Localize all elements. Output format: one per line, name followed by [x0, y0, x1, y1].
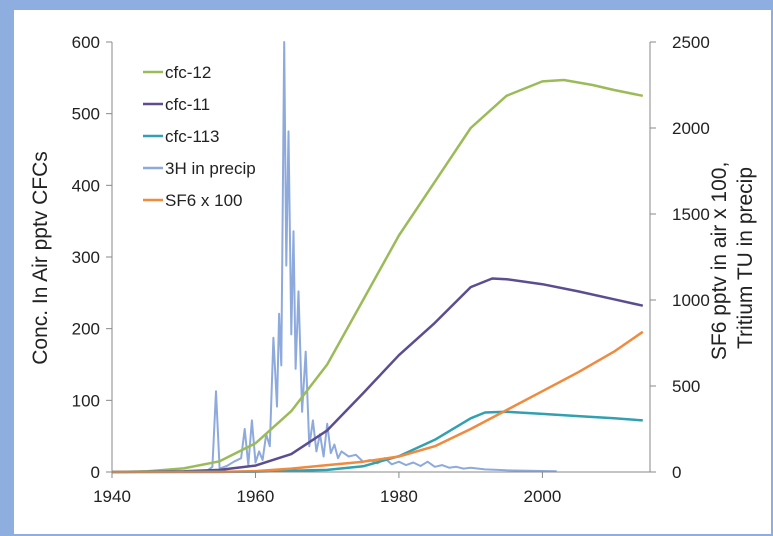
- series-line-cfc-12: [111, 78, 644, 474]
- legend-label-cfc-113: cfc-113: [165, 127, 220, 146]
- y-right-tick-label: 0: [672, 463, 681, 482]
- y-left-tick-label: 0: [91, 463, 100, 482]
- legend-label-cfc-12: cfc-12: [165, 63, 211, 82]
- y-right-tick-label: 1000: [672, 291, 710, 310]
- series-line-3h-in-precip: [112, 41, 557, 473]
- series-line-cfc-11: [111, 277, 644, 474]
- y-left-tick-label: 100: [72, 391, 100, 410]
- y-right-tick-label: 2500: [672, 33, 710, 52]
- y-left-tick-label: 500: [72, 105, 100, 124]
- legend-label-sf6-x-100: SF6 x 100: [165, 191, 243, 210]
- y-left-tick-label: 400: [72, 176, 100, 195]
- chart-frame: [14, 10, 771, 534]
- y-left-tick-label: 200: [72, 320, 100, 339]
- y-axis-right-title: SF6 pptv in air x 100, Tritium TU in pre…: [708, 156, 757, 360]
- series-line-sf6-x-100: [112, 330, 644, 474]
- y-axis-left-title: Conc. In Air pptv CFCs: [29, 151, 52, 365]
- y-right-tick-label: 500: [672, 377, 700, 396]
- x-tick-label: 1940: [93, 487, 131, 506]
- legend-label-cfc-11: cfc-11: [165, 95, 210, 114]
- x-tick-label: 1980: [380, 487, 418, 506]
- y-right-tick-label: 2000: [672, 119, 710, 138]
- y-right-tick-label: 1500: [672, 205, 710, 224]
- y-left-tick-label: 300: [72, 248, 100, 267]
- axes: 0 100 200 300 400 500 600 0 500 1000 1500 2000 2500 1…: [72, 33, 710, 506]
- plot-area: [111, 41, 644, 474]
- series-line-cfc-113: [111, 410, 643, 474]
- y-left-tick-label: 600: [72, 33, 100, 52]
- x-tick-label: 2000: [523, 487, 561, 506]
- y-axis-right-title-line-1: SF6 pptv in air x 100,: [708, 162, 731, 360]
- y-axis-right-title-line-2: Tritium TU in precip: [734, 167, 757, 349]
- x-tick-label: 1960: [237, 487, 275, 506]
- legend: cfc-12 cfc-11 cfc-113 3H in precip SF6 x 100: [143, 63, 256, 210]
- legend-label-3h-in-precip: 3H in precip: [165, 159, 256, 178]
